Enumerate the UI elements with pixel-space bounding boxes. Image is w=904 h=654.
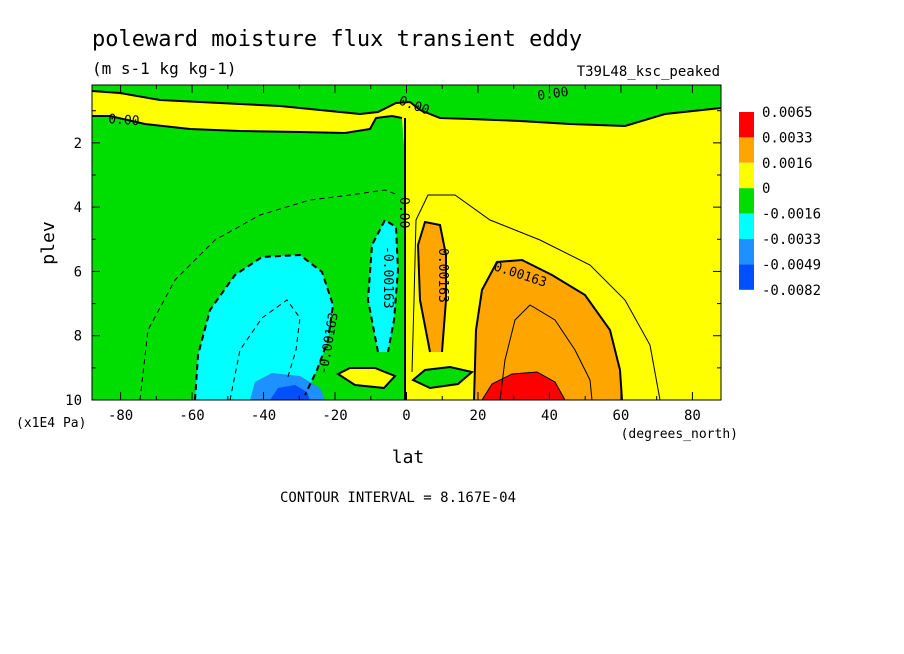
x-tick-label: 20 xyxy=(470,408,487,424)
contour-line-neg-tongue xyxy=(366,218,400,353)
x-axis-units: (degrees_north) xyxy=(621,427,738,442)
y-axis-units: (x1E4 Pa) xyxy=(16,416,86,431)
legend-level-label: -0.0016 xyxy=(762,207,821,223)
x-tick-label: -20 xyxy=(322,408,347,424)
x-tick-label: 40 xyxy=(541,408,558,424)
contour-line-zero-upper xyxy=(92,90,721,128)
contour-label: 0.00163 xyxy=(435,248,450,303)
x-axis-ticks xyxy=(120,85,693,400)
contour-line-neg-inner xyxy=(229,299,301,400)
legend-level-label: -0.0033 xyxy=(762,232,821,248)
y-axis-tick-labels: 2 4 6 8 10 xyxy=(65,136,82,409)
x-tick-label: -80 xyxy=(108,408,133,424)
x-tick-label: -40 xyxy=(251,408,276,424)
contour-line-neg-outer xyxy=(139,189,399,400)
legend-level-label: -0.0082 xyxy=(762,283,821,299)
contour-label: -0.00163 xyxy=(380,246,395,309)
y-tick-label: 2 xyxy=(74,136,82,152)
legend-level-label: -0.0049 xyxy=(762,257,821,273)
sh-cyan-region xyxy=(195,255,333,400)
experiment-label: T39L48_ksc_peaked xyxy=(577,64,720,80)
contour-line-pos-tongue xyxy=(416,220,447,353)
x-axis-title: lat xyxy=(392,447,425,468)
legend-swatch xyxy=(739,239,754,265)
contour-line-neg-sh xyxy=(194,253,335,400)
legend-swatch xyxy=(739,162,754,189)
contour-plot: 0.00 0.00 0.00 0.00 -0.00163 -0.00163 0.… xyxy=(92,85,721,400)
chart-units: (m s-1 kg kg-1) xyxy=(92,59,237,78)
contour-label: 0.00 xyxy=(396,197,411,228)
y-tick-label: 6 xyxy=(74,264,82,280)
x-tick-label: 0 xyxy=(402,408,410,424)
contour-label: 0.00 xyxy=(108,112,140,129)
chart-title: poleward moisture flux transient eddy xyxy=(92,27,582,52)
x-axis-tick-labels: -80 -60 -40 -20 0 20 40 60 80 xyxy=(108,408,701,424)
nh-green-eye xyxy=(413,367,472,388)
contour-label: 0.00 xyxy=(536,85,569,104)
contour-interval-note: CONTOUR INTERVAL = 8.167E-04 xyxy=(280,490,516,506)
legend-level-label: 0.0065 xyxy=(762,105,813,121)
legend-level-label: 0 xyxy=(762,181,770,197)
contour-line-eye-sh xyxy=(335,367,397,390)
legend-level-label: 0.0033 xyxy=(762,130,813,146)
contour-line-pos-inner xyxy=(499,304,593,400)
legend-swatch xyxy=(739,137,754,163)
color-legend: 0.0065 0.0033 0.0016 0 -0.0016 -0.0033 -0.0049… xyxy=(739,105,821,299)
contour-line-red xyxy=(481,371,566,400)
y-tick-label: 10 xyxy=(65,393,82,409)
nh-orange-tongue xyxy=(418,222,446,352)
contour-line-pos-main xyxy=(473,258,623,400)
sh-cyan-tongue xyxy=(368,220,398,352)
legend-swatch xyxy=(739,112,754,138)
contour-line-zero-top xyxy=(92,114,403,135)
x-tick-label: 60 xyxy=(613,408,630,424)
sh-darkblue-core xyxy=(270,385,310,400)
y-tick-label: 8 xyxy=(74,329,82,345)
legend-swatch xyxy=(739,213,754,239)
y-axis-title: plev xyxy=(38,221,59,264)
legend-swatch xyxy=(739,264,754,290)
legend-level-label: 0.0016 xyxy=(762,156,813,172)
x-tick-label: -60 xyxy=(179,408,204,424)
y-axis-ticks xyxy=(92,110,721,401)
top-green-band xyxy=(92,85,721,126)
contour-line-eye-nh xyxy=(411,365,475,390)
contour-line-pos-outer xyxy=(411,194,661,400)
y-tick-label: 4 xyxy=(74,200,82,216)
legend-swatch xyxy=(739,188,754,214)
contour-lines xyxy=(92,90,721,400)
x-tick-label: 80 xyxy=(684,408,701,424)
